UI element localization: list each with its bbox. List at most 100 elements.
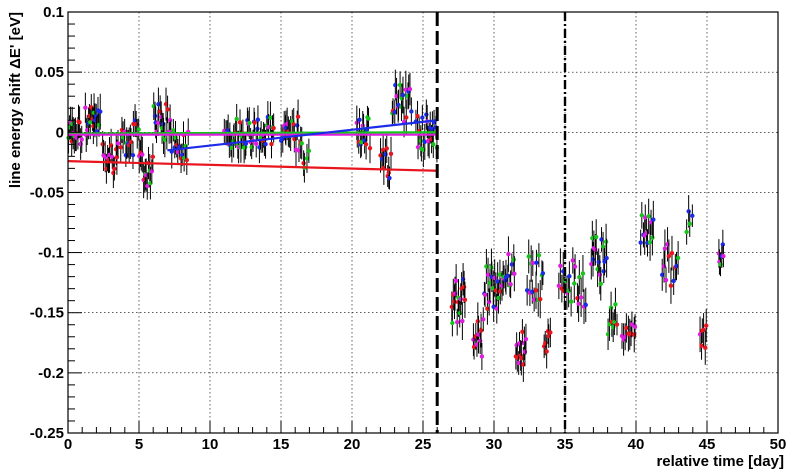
data-point [418,138,423,143]
data-point [577,274,582,280]
data-point [485,272,491,277]
data-point [111,170,116,176]
data-point [566,288,571,294]
data-point [477,338,483,344]
data-point [524,288,530,293]
data-point [149,169,155,174]
data-point [229,145,235,150]
data-point [79,137,84,142]
data-point [175,149,180,155]
y-axis-label: line energy shift ΔE' [eV] [7,12,24,188]
data-point [485,306,490,311]
data-point [684,229,689,235]
data-point [530,289,535,294]
reference-lines [435,12,567,433]
x-tick-label: 45 [699,436,716,453]
data-point [152,113,158,119]
fit-line-red [67,160,438,172]
data-point [533,288,539,293]
data-point [255,117,261,122]
data-point [454,319,460,325]
y-tick-label: 0.05 [35,64,64,81]
data-point [386,170,391,176]
data-point [704,323,709,328]
data-point [520,329,525,335]
data-point [650,235,655,240]
data-point [484,264,489,269]
data-point [613,302,618,307]
data-point [548,330,553,335]
data-point [453,278,459,283]
x-tick-label: 15 [273,436,290,453]
x-tick-label: 30 [486,436,503,453]
data-point [478,328,484,333]
data-point [583,302,588,308]
data-point [366,116,371,121]
data-point [568,299,574,304]
data-point [292,136,297,142]
data-point [450,320,455,326]
tick-labels: 0 5 10 15 20 25 30 35 40 45 50 -0.25 -0.2 -0.15 -0.1 -0… [30,4,787,453]
data-point [98,109,103,114]
x-tick-label: 10 [202,436,219,453]
data-point [415,113,420,119]
data-point [511,257,517,262]
data-point [74,135,79,140]
data-point [263,142,268,147]
y-tick-label: -0.05 [30,184,64,201]
data-point [519,355,524,361]
data-point [498,289,503,294]
data-point [570,258,576,263]
data-point [662,246,668,251]
data-point [384,146,389,151]
data-point [458,296,463,302]
data-point [578,295,584,300]
data-point [721,253,726,259]
data-point [254,141,259,146]
data-point [589,261,594,267]
data-point [647,239,653,245]
data-point [720,242,726,247]
data-point [269,141,274,147]
data-point [184,157,189,163]
data-point [304,156,310,161]
x-tick-label: 40 [628,436,645,453]
data-point [128,139,134,144]
data-point [424,112,429,117]
data-point [156,101,161,107]
data-point [567,274,572,279]
data-point [576,301,581,306]
data-point [363,142,369,147]
data-point [644,230,649,236]
data-point [266,124,271,130]
data-point [481,317,486,322]
data-point [493,288,499,293]
data-point [716,251,722,256]
fit-line-blue [167,119,438,152]
data-point [252,120,257,125]
data-point [538,296,543,302]
data-point [690,213,695,218]
data-point [155,120,161,126]
data-point [94,113,99,119]
data-point [614,322,620,327]
data-point [150,154,156,160]
data-point [674,263,679,269]
data-point [255,126,260,131]
data-point [140,152,145,157]
data-point [136,127,141,132]
data-point [497,272,503,277]
data-point [632,324,638,329]
data-point [540,271,546,276]
data-point [237,120,243,125]
data-point [601,269,606,274]
data-point [602,259,607,264]
data-point [100,142,105,147]
data-point [234,116,239,122]
data-point [397,82,403,88]
data-point [638,240,643,245]
data-point [409,109,414,114]
data-point [603,239,609,245]
y-tick-label: -0.1 [38,245,64,262]
